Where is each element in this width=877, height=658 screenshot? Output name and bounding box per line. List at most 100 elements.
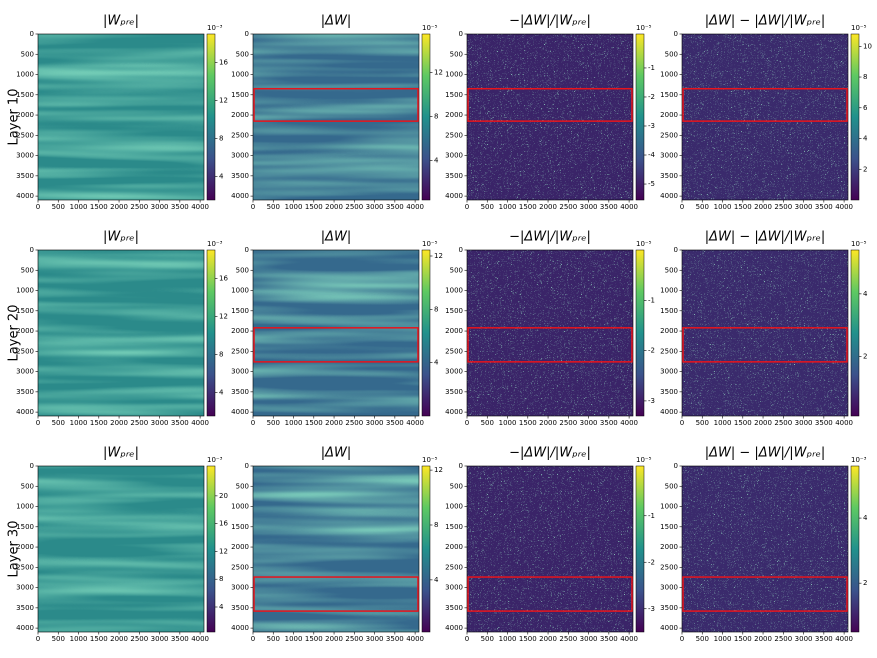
x-tick-label: 0	[36, 203, 40, 211]
y-tick-label: 0	[674, 30, 678, 38]
y-tick-label: 1000	[231, 287, 249, 295]
y-tick-label: 1500	[445, 307, 463, 315]
panel-title: −|ΔW|/|Wₚᵣₑ|	[509, 230, 591, 245]
x-tick-label: 4000	[620, 419, 638, 427]
x-tick-label: 0	[465, 635, 469, 643]
plot-frame	[466, 249, 634, 417]
colorbar-tick-label: 8	[863, 73, 867, 81]
heatmap-texture	[467, 466, 633, 632]
y-tick-label: 1000	[660, 503, 678, 511]
x-tick-label: 1500	[90, 635, 108, 643]
x-tick-label: 1500	[90, 203, 108, 211]
x-tick-label: 0	[465, 203, 469, 211]
y-tick-label: 1500	[445, 523, 463, 531]
colorbar-tick-label: 16	[219, 58, 228, 66]
x-tick-label: 4000	[191, 419, 209, 427]
x-tick-label: 500	[267, 635, 280, 643]
y-tick-label: 3500	[231, 388, 249, 396]
x-tick-label: 500	[696, 419, 709, 427]
colorbar-tick-label: 6	[863, 104, 868, 112]
x-tick-label: 3000	[795, 635, 813, 643]
plot-frame	[252, 33, 420, 201]
x-tick-label: 3000	[366, 203, 384, 211]
x-tick-label: 2000	[325, 635, 343, 643]
heatmap-texture	[682, 466, 848, 632]
y-tick-label: 3000	[445, 368, 463, 376]
x-tick-label: 2500	[130, 419, 148, 427]
y-tick-label: 1000	[660, 287, 678, 295]
y-tick-label: 4000	[16, 624, 34, 632]
x-tick-label: 500	[267, 203, 280, 211]
x-tick-label: 3500	[815, 635, 833, 643]
y-tick-label: 1000	[16, 287, 34, 295]
colorbar-tick-label: -3	[648, 397, 655, 405]
highlight-box	[682, 576, 848, 612]
heatmap-texture	[38, 466, 204, 632]
y-tick-label: 1000	[231, 71, 249, 79]
y-tick-label: 2000	[660, 543, 678, 551]
x-tick-label: 2500	[559, 635, 577, 643]
highlight-box	[253, 576, 419, 612]
y-tick-label: 2500	[16, 347, 34, 355]
y-tick-label: 500	[450, 482, 463, 490]
y-tick-label: 500	[21, 482, 34, 490]
panel-title: |Wₚᵣₑ|	[103, 14, 139, 29]
colorbar	[635, 249, 645, 417]
x-tick-label: 2000	[754, 635, 772, 643]
x-tick-label: 500	[52, 635, 65, 643]
x-tick-label: 1000	[499, 419, 517, 427]
y-tick-label: 1000	[445, 287, 463, 295]
x-tick-label: 3000	[580, 203, 598, 211]
y-tick-label: 1500	[660, 307, 678, 315]
y-tick-label: 2500	[445, 347, 463, 355]
y-tick-label: 1500	[231, 91, 249, 99]
x-tick-label: 2000	[539, 419, 557, 427]
y-tick-label: 3500	[16, 388, 34, 396]
y-tick-label: 500	[665, 482, 678, 490]
x-tick-label: 1000	[714, 419, 732, 427]
y-tick-label: 3000	[16, 368, 34, 376]
y-tick-label: 3500	[231, 604, 249, 612]
x-tick-label: 500	[267, 419, 280, 427]
colorbar-tick-label: 2	[863, 165, 867, 173]
colorbar-tick-label: 4	[863, 514, 868, 522]
colorbar-label: 10⁻⁵	[422, 240, 438, 248]
y-tick-label: 1000	[445, 503, 463, 511]
y-tick-label: 3500	[16, 604, 34, 612]
x-tick-label: 4000	[191, 203, 209, 211]
y-tick-label: 1500	[445, 91, 463, 99]
colorbar	[850, 33, 860, 201]
x-tick-label: 2000	[754, 203, 772, 211]
colorbar-tick-label: 12	[434, 466, 443, 474]
heatmap-texture	[38, 250, 204, 416]
x-tick-label: 4000	[406, 203, 424, 211]
x-tick-label: 1000	[714, 635, 732, 643]
x-tick-label: 4000	[835, 635, 853, 643]
x-tick-label: 2000	[539, 635, 557, 643]
y-tick-label: 500	[236, 50, 249, 58]
y-tick-label: 4000	[231, 192, 249, 200]
y-tick-label: 0	[674, 246, 678, 254]
y-tick-label: 0	[30, 462, 34, 470]
colorbar-tick-label: 12	[219, 547, 228, 555]
y-tick-label: 500	[21, 50, 34, 58]
y-tick-label: 3000	[660, 152, 678, 160]
x-tick-label: 0	[251, 419, 255, 427]
highlight-box	[467, 576, 633, 612]
x-tick-label: 4000	[191, 635, 209, 643]
x-tick-label: 1000	[70, 419, 88, 427]
y-tick-label: 4000	[231, 624, 249, 632]
y-tick-label: 2000	[445, 543, 463, 551]
plot-frame	[37, 465, 205, 633]
colorbar-tick-label: 12	[434, 252, 443, 260]
y-tick-label: 4000	[445, 624, 463, 632]
y-tick-label: 500	[21, 266, 34, 274]
y-tick-label: 3500	[660, 604, 678, 612]
colorbar-tick-label: -2	[648, 558, 655, 566]
x-tick-label: 1500	[305, 419, 323, 427]
x-tick-label: 2500	[774, 635, 792, 643]
panel-title: |Wₚᵣₑ|	[103, 446, 139, 461]
x-tick-label: 2500	[130, 203, 148, 211]
x-tick-label: 0	[680, 635, 684, 643]
x-tick-label: 0	[680, 203, 684, 211]
